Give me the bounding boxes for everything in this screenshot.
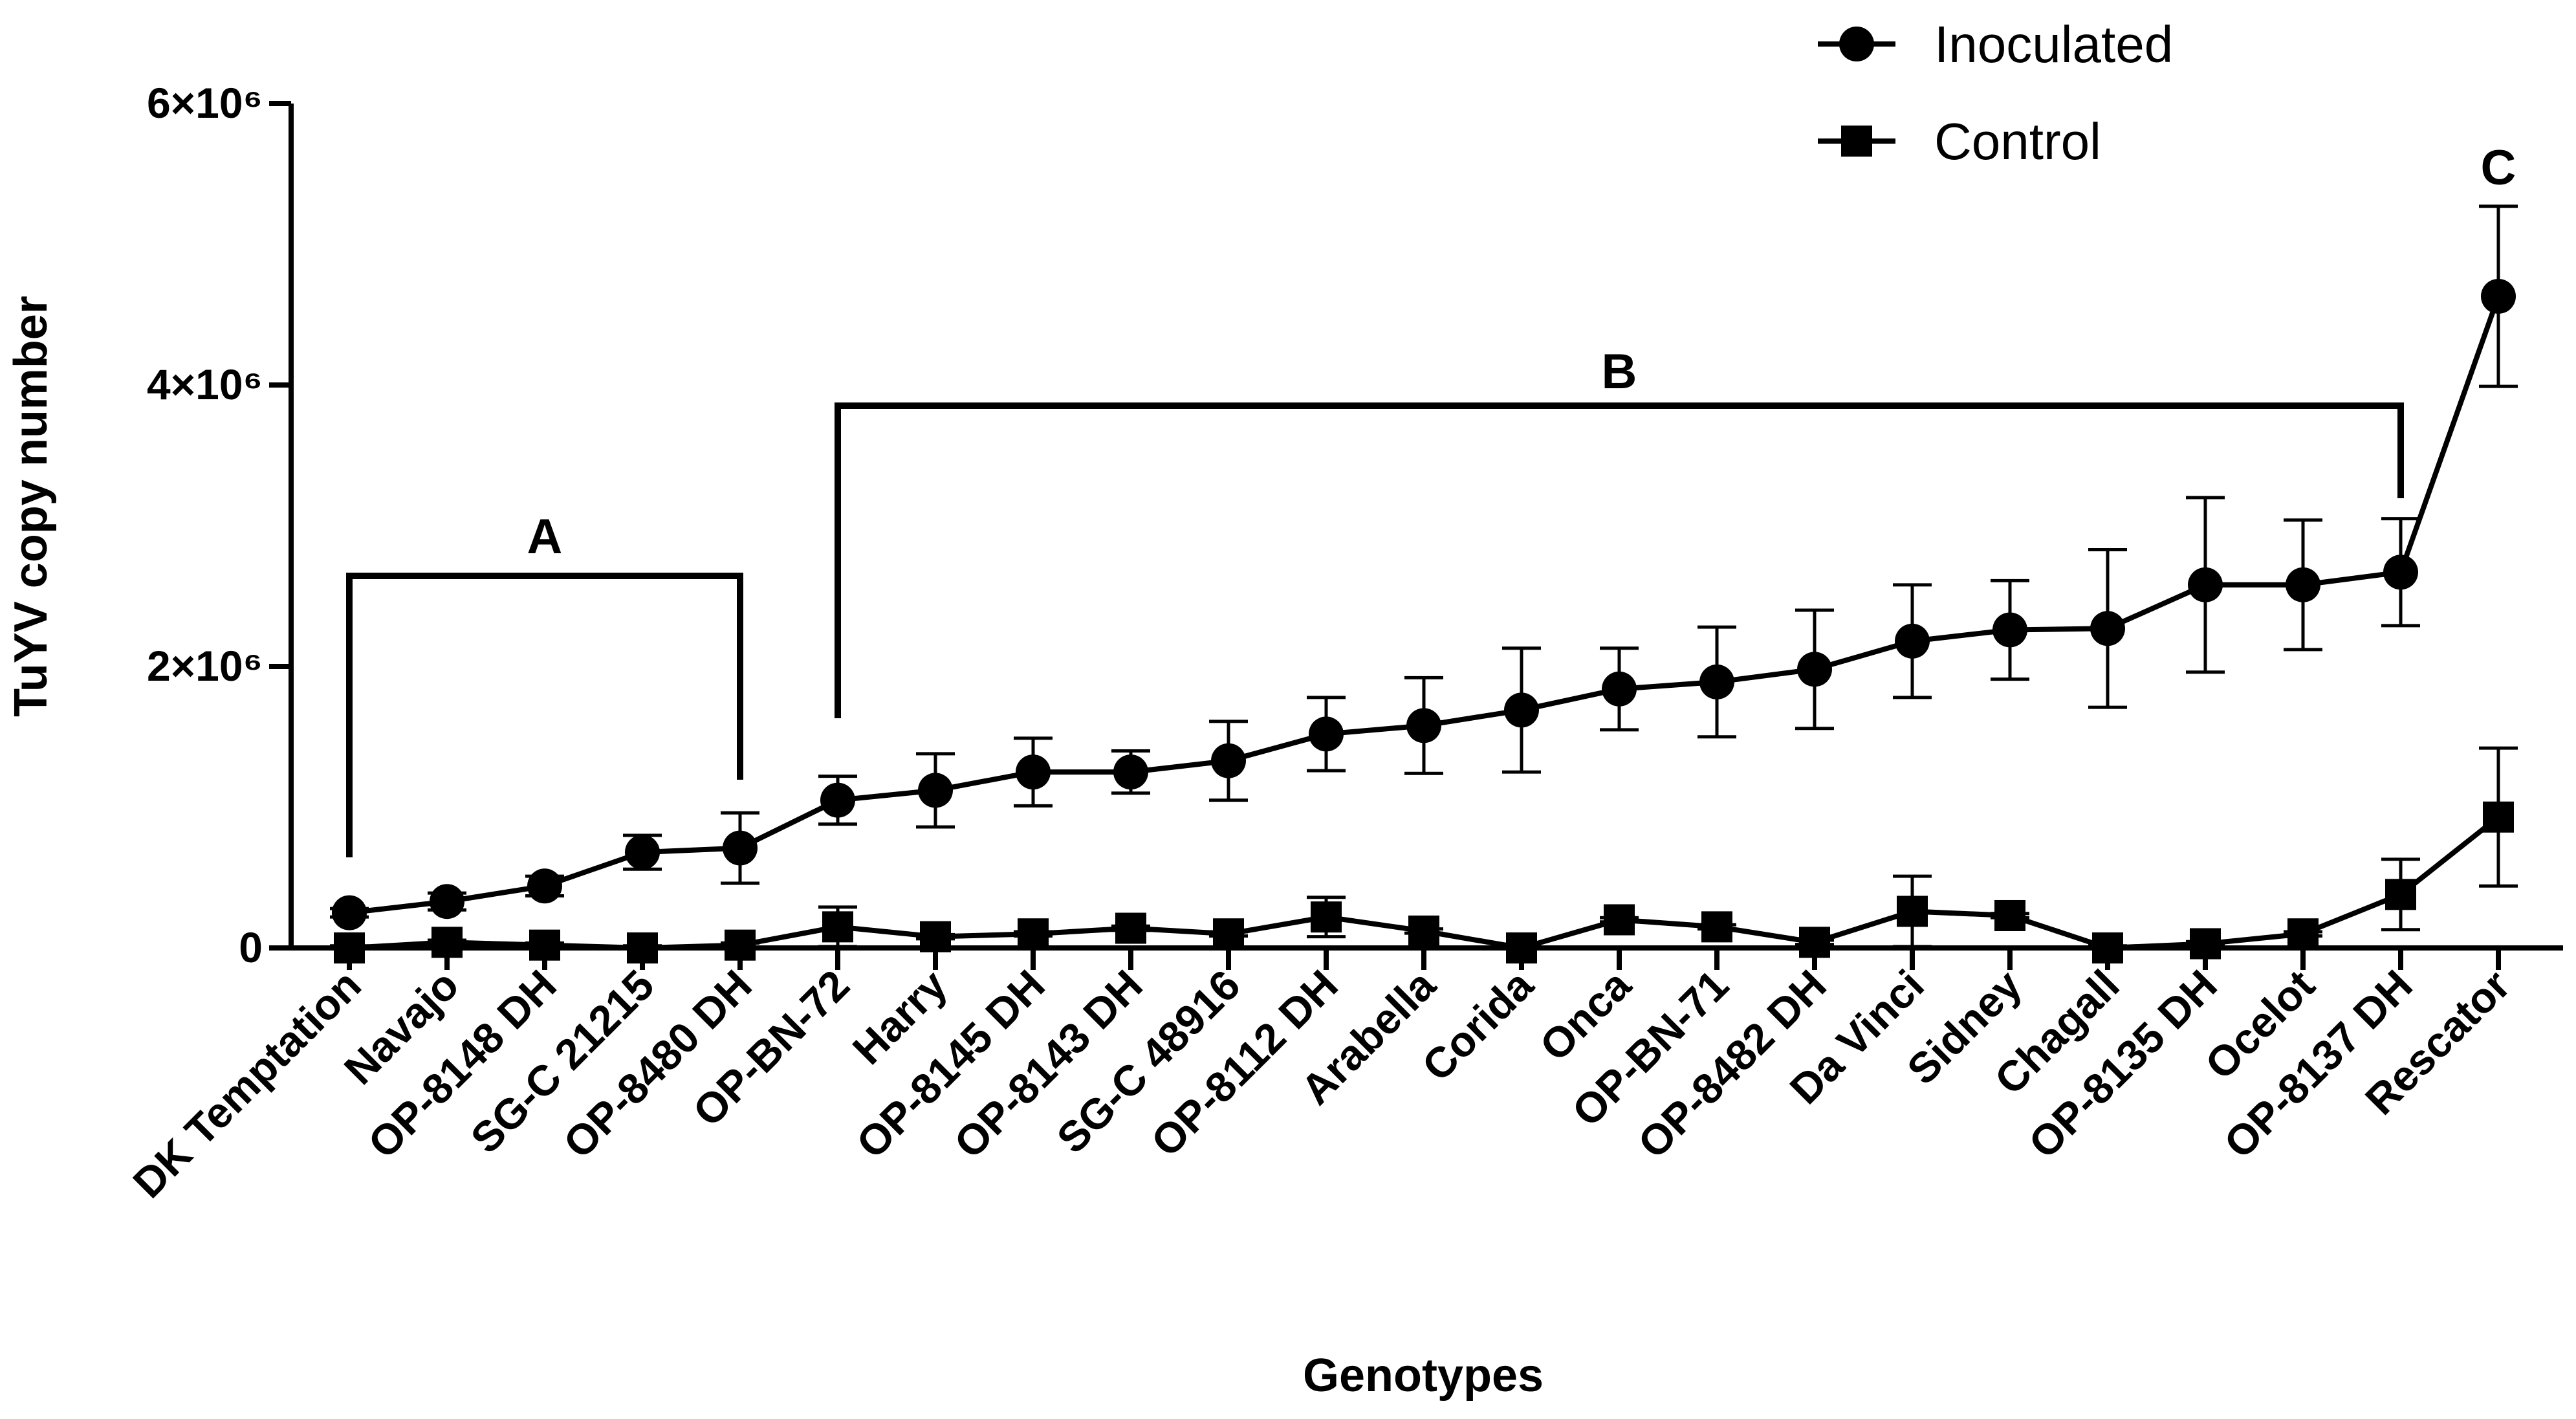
point-inoculated-op-8148-dh xyxy=(527,868,562,904)
point-inoculated-sg-c-21215 xyxy=(625,835,660,870)
axes xyxy=(289,104,2563,951)
point-control-sidney xyxy=(1994,899,2025,931)
point-inoculated-sg-c-48916 xyxy=(1211,743,1246,778)
legend-label-control: Control xyxy=(1934,113,2101,170)
bracket-b xyxy=(835,402,2404,718)
point-control-rescator xyxy=(2483,801,2514,833)
point-inoculated-arabella xyxy=(1406,708,1441,743)
point-inoculated-op-bn-71 xyxy=(1699,664,1734,699)
point-control-da-vinci xyxy=(1897,896,1928,927)
x-tick-label-corida: Corida xyxy=(1413,960,1543,1090)
point-control-sg-c-48916 xyxy=(1213,918,1244,950)
legend: Inoculated Control xyxy=(1818,16,2173,170)
y-axis-title: TuYV copy number xyxy=(5,296,57,717)
legend-marker-control xyxy=(1841,126,1872,157)
y-tick-label-0: 0 xyxy=(239,923,263,971)
group-label-c: C xyxy=(2481,140,2516,195)
point-control-op-8112-dh xyxy=(1311,901,1342,933)
point-inoculated-corida xyxy=(1504,692,1539,728)
point-control-op-8137-dh xyxy=(2385,879,2416,910)
point-inoculated-navajo xyxy=(430,884,464,919)
point-control-op-bn-72 xyxy=(822,911,853,943)
point-inoculated-onca xyxy=(1602,671,1637,707)
legend-marker-inoculated xyxy=(1839,27,1874,61)
point-inoculated-sidney xyxy=(1992,612,2027,648)
x-axis-title: Genotypes xyxy=(1303,1350,1544,1402)
point-inoculated-op-8480-dh xyxy=(723,830,758,866)
bracket-a xyxy=(346,573,743,857)
series-inoculated xyxy=(330,204,2518,930)
point-control-arabella xyxy=(1408,915,1439,947)
point-inoculated-op-8135-dh xyxy=(2188,567,2223,602)
y-tick-label-1: 2×10⁶ xyxy=(147,642,263,690)
x-tick-label-dk-temptation: DK Temptation xyxy=(124,961,370,1207)
point-inoculated-op-bn-72 xyxy=(820,782,855,818)
point-control-op-8145-dh xyxy=(1018,918,1049,950)
point-inoculated-dk-temptation xyxy=(332,895,367,930)
point-inoculated-op-8143-dh xyxy=(1113,754,1148,790)
y-tick-label-3: 6×10⁶ xyxy=(147,79,263,127)
point-inoculated-chagall xyxy=(2090,611,2125,646)
point-control-ocelot xyxy=(2287,918,2319,950)
point-inoculated-op-8482-dh xyxy=(1797,652,1832,687)
point-inoculated-da-vinci xyxy=(1895,623,1930,659)
y-axis-ticks: 0 2×10⁶ 4×10⁶ 6×10⁶ xyxy=(147,79,291,971)
bracket-label-b: B xyxy=(1602,344,1637,399)
point-inoculated-op-8112-dh xyxy=(1309,716,1344,752)
series-line-inoculated xyxy=(349,295,2501,916)
group-annotations: A B C xyxy=(346,140,2516,857)
point-inoculated-op-8137-dh xyxy=(2383,555,2418,590)
point-inoculated-harry xyxy=(918,773,953,808)
point-inoculated-ocelot xyxy=(2286,567,2320,602)
bracket-label-a: A xyxy=(527,509,563,564)
legend-label-inoculated: Inoculated xyxy=(1934,16,2173,73)
data-series xyxy=(330,204,2518,963)
point-inoculated-op-8145-dh xyxy=(1016,754,1051,790)
series-control xyxy=(330,746,2518,963)
point-control-op-bn-71 xyxy=(1701,911,1732,943)
point-control-onca xyxy=(1604,904,1635,936)
point-inoculated-rescator xyxy=(2481,278,2516,314)
y-tick-label-2: 4×10⁶ xyxy=(147,360,263,408)
point-control-op-8143-dh xyxy=(1115,912,1146,944)
